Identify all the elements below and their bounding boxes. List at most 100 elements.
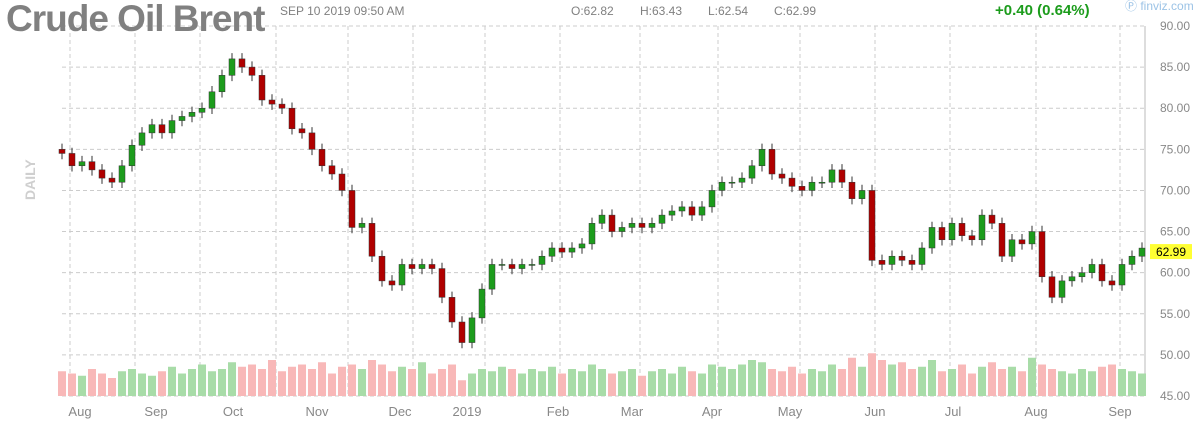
candle-body: [278, 103, 286, 109]
volume-bar: [418, 362, 426, 396]
x-tick-label: Oct: [223, 404, 244, 419]
volume-bar: [818, 371, 826, 396]
volume-bar: [588, 364, 596, 396]
candle-body: [478, 288, 486, 319]
volume-bar: [968, 373, 976, 396]
volume-bar: [1108, 364, 1116, 396]
volume-bar: [348, 364, 356, 396]
candle-body: [388, 280, 396, 286]
volume-bar: [328, 373, 336, 396]
candle-body: [538, 255, 546, 265]
candle-body: [418, 264, 426, 269]
price-change: +0.40 (0.64%): [995, 2, 1090, 19]
candle-body: [148, 124, 156, 134]
close-value: C:62.99: [774, 4, 817, 18]
volume-bar: [548, 366, 556, 396]
volume-bar: [398, 366, 406, 396]
volume-bar: [1098, 366, 1106, 396]
candle-body: [838, 169, 846, 183]
candle-body: [1088, 264, 1096, 273]
candle-body: [648, 223, 656, 228]
y-tick-label: 55.00: [1160, 307, 1190, 321]
candle-body: [858, 190, 866, 199]
volume-bar: [948, 369, 956, 396]
candle-body: [298, 128, 306, 134]
high-value: H:63.43: [640, 4, 683, 18]
y-tick-label: 60.00: [1160, 266, 1190, 280]
candle-body: [768, 149, 776, 175]
candle-body: [108, 177, 116, 183]
candle-body: [198, 107, 206, 113]
candle-body: [718, 181, 726, 191]
volume-bar: [58, 371, 66, 396]
candle-body: [878, 260, 886, 265]
candle-body: [928, 227, 936, 249]
volume-bar: [468, 373, 476, 396]
y-tick-label: 50.00: [1160, 348, 1190, 362]
copyright-icon: Ⓟ: [1125, 0, 1141, 13]
volume-bar: [958, 364, 966, 396]
candle-body: [668, 210, 676, 216]
x-tick-label: Nov: [305, 404, 329, 419]
volume-bar: [988, 362, 996, 396]
candle-body: [208, 91, 216, 109]
volume-bar: [738, 364, 746, 396]
volume-bar: [848, 357, 856, 396]
volume-bar: [698, 373, 706, 396]
candle-body: [598, 214, 606, 224]
volume-bar: [1088, 371, 1096, 396]
candle-body: [218, 75, 226, 93]
volume-bar: [158, 371, 166, 396]
y-tick-label: 80.00: [1160, 101, 1190, 115]
period-label: DAILY: [22, 159, 38, 200]
candle-body: [588, 223, 596, 245]
y-tick-label: 70.00: [1160, 183, 1190, 197]
volume-bar: [918, 366, 926, 396]
candle-body: [188, 112, 196, 117]
volume-bar: [798, 373, 806, 396]
volume-bar: [828, 364, 836, 396]
candle-body: [618, 227, 626, 232]
volume-bar: [298, 364, 306, 396]
volume-bar: [78, 375, 86, 396]
x-tick-label: Sep: [144, 404, 167, 419]
volume-bar: [938, 371, 946, 396]
volume-bar: [718, 366, 726, 396]
brand-link[interactable]: Ⓟ finviz.com: [1125, 0, 1194, 13]
volume-bar: [688, 371, 696, 396]
candle-body: [1078, 272, 1086, 278]
candle-body: [288, 107, 296, 130]
candle-body: [158, 124, 166, 134]
candle-body: [968, 235, 976, 241]
candle-body: [88, 161, 96, 171]
candle-body: [468, 317, 476, 343]
y-tick-label: 90.00: [1160, 19, 1190, 33]
candle-body: [348, 190, 356, 228]
candle-body: [378, 255, 386, 282]
volume-bar: [1068, 373, 1076, 396]
candle-body: [728, 181, 736, 184]
candle-body: [898, 255, 906, 261]
volume-bar: [1138, 373, 1146, 396]
volume-bar: [778, 371, 786, 396]
candle-body: [258, 75, 266, 101]
volume-bar: [638, 375, 646, 396]
volume-bar: [498, 366, 506, 396]
candle-body: [758, 149, 766, 167]
volume-bar: [768, 369, 776, 396]
candle-body: [118, 165, 126, 183]
volume-bar: [218, 369, 226, 396]
candle-body: [658, 214, 666, 224]
y-axis: 90.00 85.00 80.00 75.00 70.00 65.00 60.00 55.00…: [1150, 19, 1192, 403]
volume-bar: [338, 366, 346, 396]
chart-title: Crude Oil Brent: [6, 0, 265, 39]
candle-body: [948, 223, 956, 241]
candle-body: [1118, 264, 1126, 286]
volume-bar: [278, 371, 286, 396]
timestamp: SEP 10 2019 09:50 AM: [280, 4, 405, 18]
y-tick-label: 65.00: [1160, 225, 1190, 239]
volume-bar: [168, 366, 176, 396]
candle-body: [498, 264, 506, 266]
candle-body: [138, 132, 146, 146]
